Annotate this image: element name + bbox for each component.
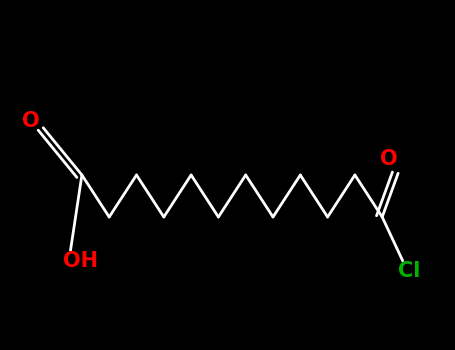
Text: OH: OH (64, 251, 98, 271)
Text: O: O (22, 111, 40, 131)
Text: O: O (380, 149, 398, 169)
Text: Cl: Cl (398, 261, 421, 281)
